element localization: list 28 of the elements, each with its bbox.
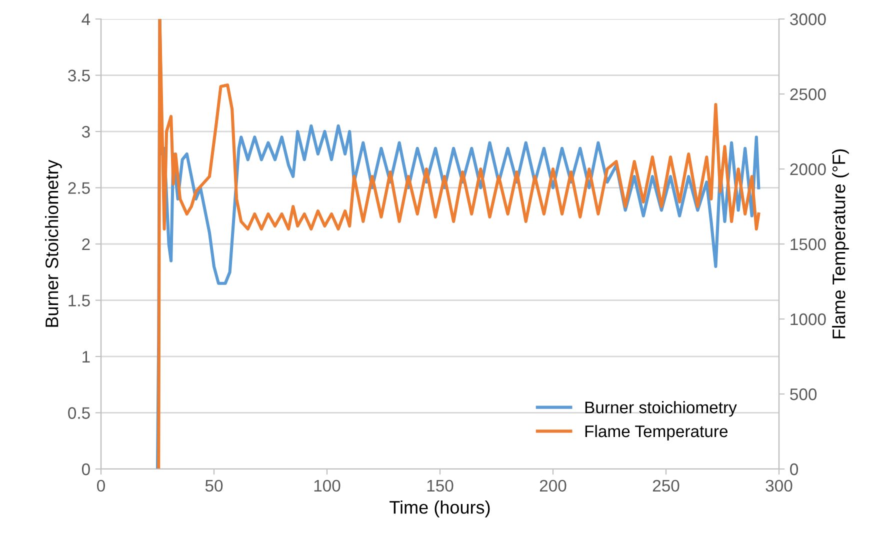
y2-axis-title: Flame Temperature (°F) — [832, 149, 849, 338]
y-tick-label: 1 — [82, 351, 90, 363]
y-axis-title: Burner Stoichiometry — [45, 160, 62, 327]
y-tick-label: 2.5 — [68, 182, 90, 194]
x-tick-label: 300 — [766, 480, 792, 492]
y-tick-label: 3 — [82, 126, 90, 138]
y2-tick-label: 1000 — [790, 313, 826, 326]
y-tick-label: 4 — [82, 14, 90, 26]
y-tick-label: 3.5 — [68, 70, 90, 82]
x-axis-title: Time (hours) — [390, 500, 490, 518]
y-tick-label: 0 — [82, 463, 90, 476]
x-tick-label: 100 — [314, 480, 340, 492]
x-tick-label: 0 — [97, 480, 105, 492]
legend-label: Flame Temperature — [585, 424, 728, 440]
y2-tick-label: 500 — [790, 388, 817, 400]
x-tick-label: 50 — [205, 480, 223, 492]
x-tick-label: 250 — [652, 480, 680, 492]
y-tick-label: 2 — [82, 238, 90, 250]
y2-tick-label: 2000 — [790, 163, 826, 176]
x-tick-label: 200 — [540, 480, 566, 492]
y-tick-label: 0.5 — [68, 407, 90, 419]
y-tick-label: 1.5 — [68, 294, 90, 306]
y2-tick-label: 1500 — [790, 238, 826, 250]
y2-tick-label: 0 — [790, 463, 798, 476]
legend-label: Burner stoichiometry — [585, 401, 737, 417]
y2-tick-label: 2500 — [790, 88, 826, 100]
y2-tick-label: 3000 — [790, 13, 826, 26]
x-tick-label: 150 — [427, 480, 454, 492]
